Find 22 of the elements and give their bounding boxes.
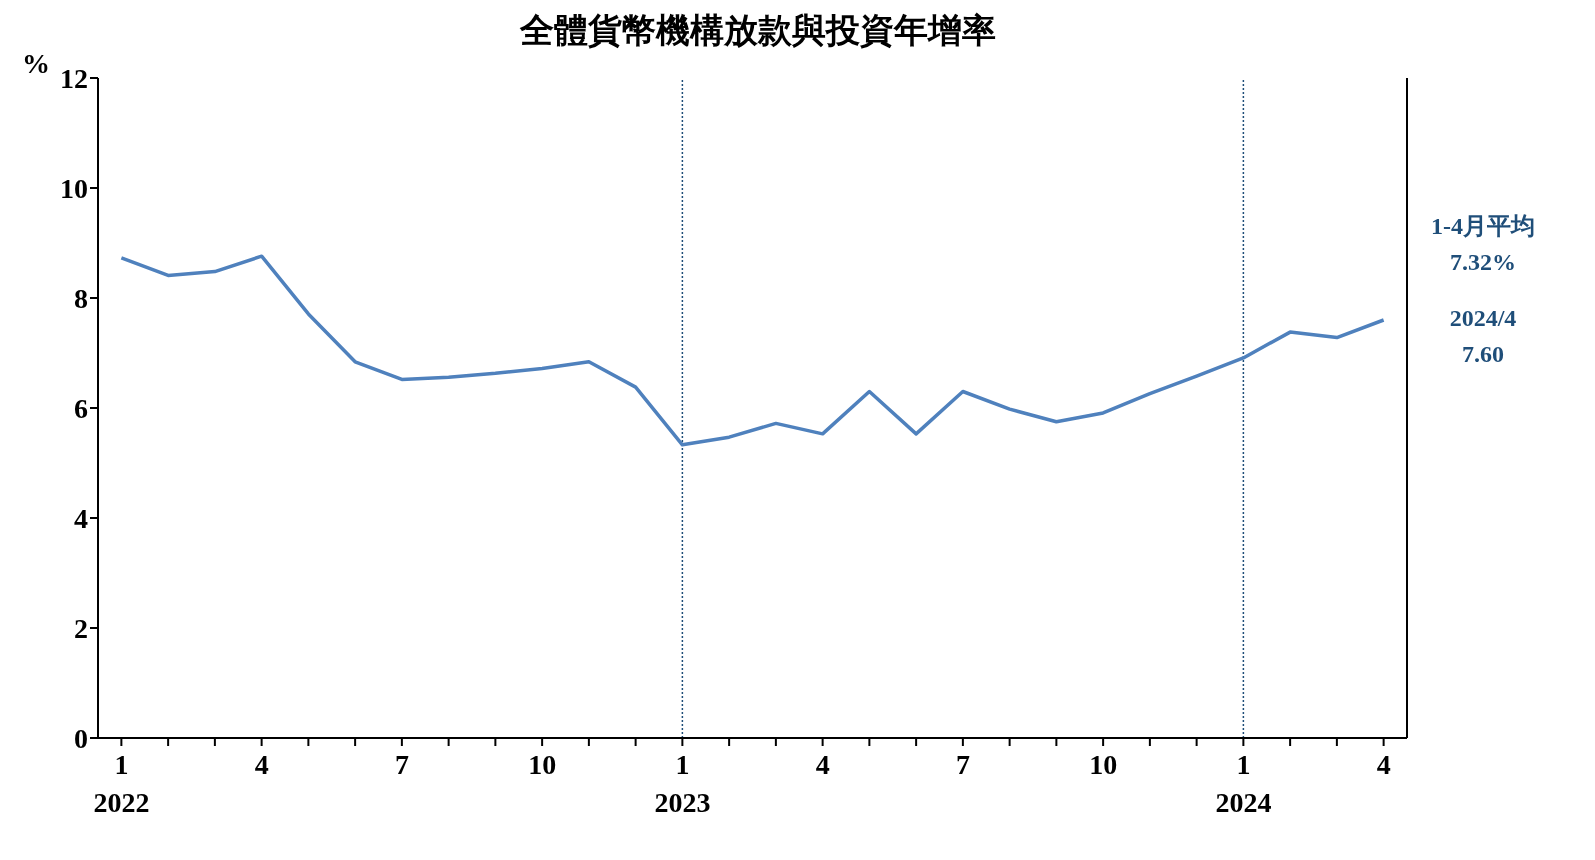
text: 1-4月平均 7.32% xyxy=(1430,212,1536,277)
y-tick-label: 6 xyxy=(74,392,88,424)
y-tick-label: 8 xyxy=(74,282,88,314)
y-tick-label: 4 xyxy=(74,502,88,534)
chart-title: 全體貨幣機構放款與投資年增率 xyxy=(520,12,996,49)
x-tick-label: 10 xyxy=(1089,749,1118,780)
x-tick-label: 4 xyxy=(1376,749,1391,780)
x-tick-label: 7 xyxy=(394,749,409,780)
y-tick-label: 12 xyxy=(60,62,88,94)
x-tick-label: 1 2023 xyxy=(654,749,711,818)
text: 2024/4 7.60 xyxy=(1448,304,1518,369)
x-tick-label: 10 xyxy=(528,749,557,780)
x-tick-label: 7 xyxy=(955,749,970,780)
x-tick-label: 4 xyxy=(815,749,830,780)
y-tick-label: 2 xyxy=(74,612,88,644)
x-tick-label: 1 2022 xyxy=(93,749,150,818)
x-tick-label: 1 2024 xyxy=(1215,749,1272,818)
x-tick-label: 4 xyxy=(254,749,269,780)
y-axis-title: % xyxy=(22,48,50,80)
line-series xyxy=(119,254,1386,447)
y-tick-label: 0 xyxy=(74,722,88,754)
y-tick-label: 10 xyxy=(60,172,88,204)
